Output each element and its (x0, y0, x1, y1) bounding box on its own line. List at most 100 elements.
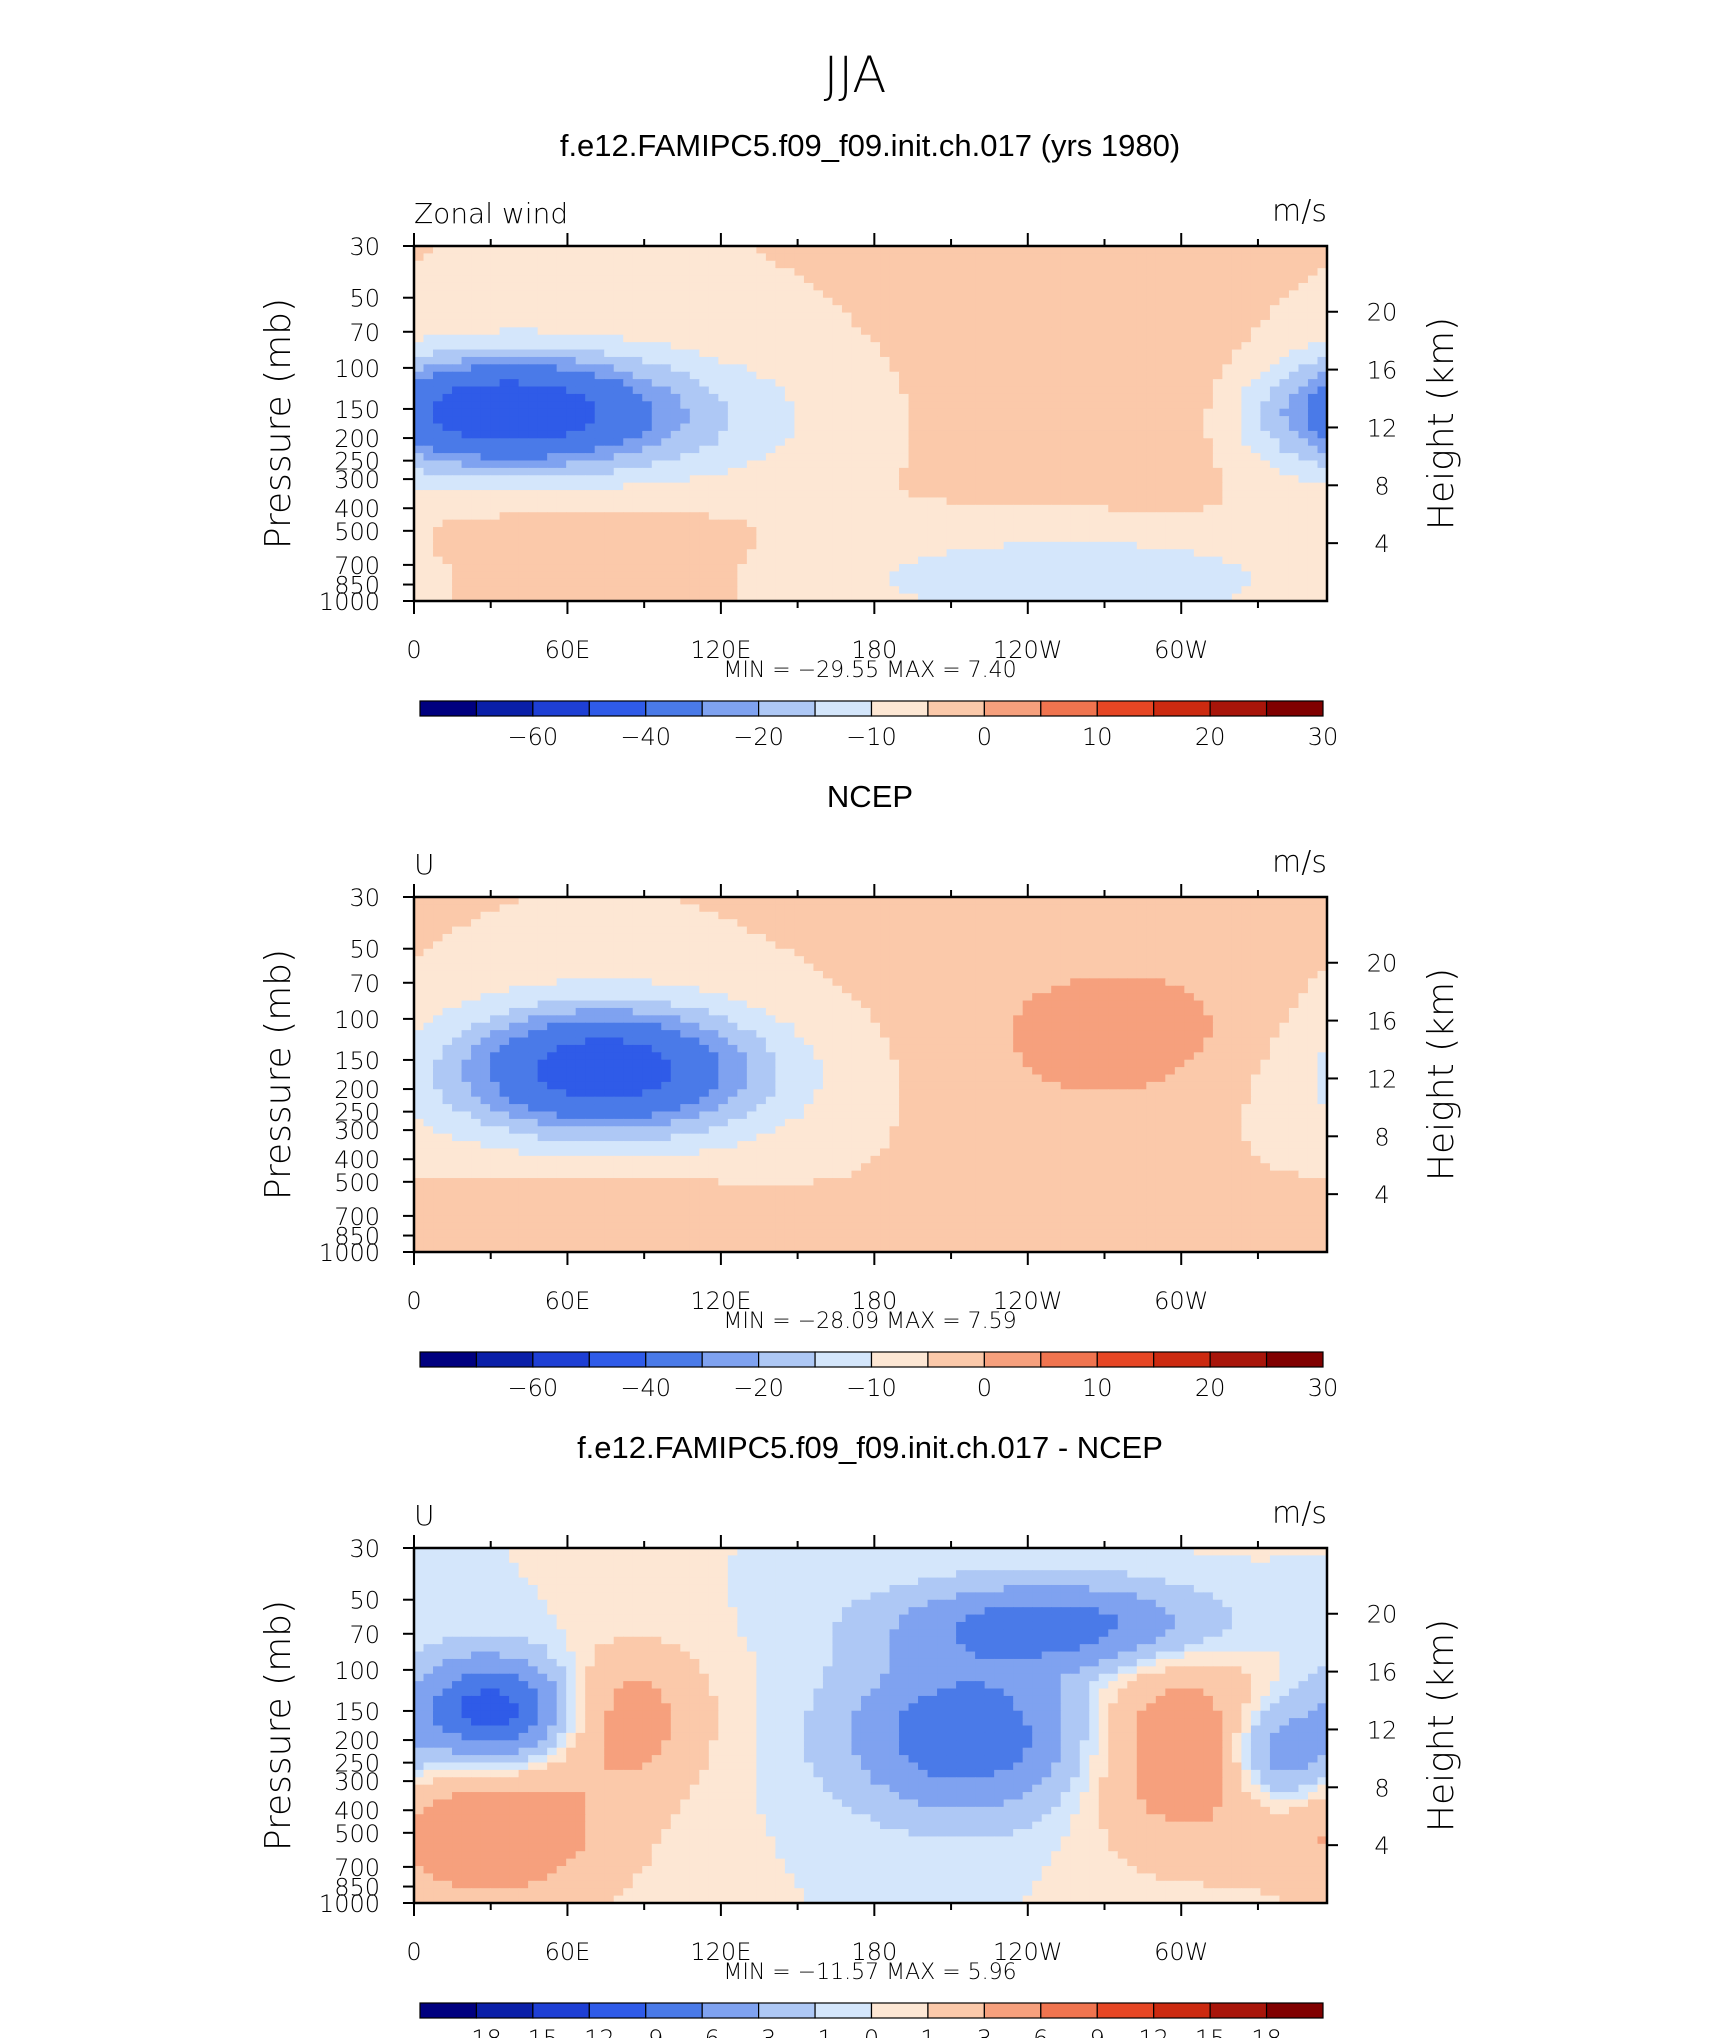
heatmap-cell (841, 416, 853, 425)
heatmap-cell (1307, 453, 1319, 462)
heatmap-cell (699, 408, 710, 417)
heatmap-cell (908, 305, 919, 314)
heatmap-cell (908, 371, 919, 380)
heatmap-cell (604, 379, 615, 388)
heatmap-cell (1250, 519, 1262, 528)
heatmap-cell (1279, 408, 1290, 417)
heatmap-cell (1269, 897, 1281, 905)
heatmap-cell (727, 512, 738, 521)
heatmap-cell (1298, 253, 1309, 262)
heatmap-cell (1269, 904, 1281, 913)
heatmap-cell (670, 416, 681, 425)
heatmap-cell (623, 379, 634, 388)
heatmap-cell (880, 386, 891, 395)
heatmap-cell (632, 386, 643, 395)
heatmap-cell (585, 305, 596, 314)
heatmap-cell (1098, 342, 1109, 351)
heatmap-cell (984, 312, 995, 321)
heatmap-cell (1317, 342, 1328, 351)
colorbar-label: −10 (846, 723, 897, 751)
heatmap-cell (1079, 386, 1090, 395)
heatmap-cell (784, 319, 796, 328)
heatmap-cell (670, 282, 681, 291)
heatmap-cell (946, 356, 957, 365)
heatmap-cell (775, 253, 786, 262)
heatmap-cell (480, 423, 491, 432)
heatmap-cell (708, 312, 719, 321)
heatmap-cell (1089, 578, 1100, 587)
heatmap-cell (1032, 475, 1043, 484)
heatmap-cell (937, 519, 948, 528)
heatmap-cell (937, 571, 948, 580)
heatmap-cell (1003, 564, 1014, 573)
heatmap-cell (851, 334, 862, 343)
heatmap-cell (718, 393, 729, 402)
heatmap-cell (1041, 586, 1052, 595)
heatmap-cell (965, 312, 976, 321)
heatmap-cell (1155, 475, 1166, 484)
heatmap-cell (1193, 356, 1204, 365)
heatmap-cell (1241, 445, 1252, 454)
heatmap-cell (1279, 586, 1290, 595)
heatmap-cell (984, 904, 995, 913)
colorbar-swatch (927, 700, 985, 717)
heatmap-cell (984, 897, 995, 905)
heatmap-cell (908, 253, 919, 262)
heatmap-cell (1136, 512, 1147, 521)
heatmap-cell (832, 401, 843, 410)
heatmap-cell (946, 593, 957, 602)
heatmap-cell (937, 364, 948, 373)
heatmap-cell (889, 549, 900, 558)
heatmap-cell (1165, 253, 1176, 262)
heatmap-cell (927, 911, 938, 920)
heatmap-cell (727, 371, 738, 380)
heatmap-cell (765, 911, 776, 920)
heatmap-cell (1184, 527, 1195, 536)
heatmap-cell (1279, 312, 1290, 321)
heatmap-cell (423, 541, 434, 550)
heatmap-cell (899, 897, 910, 905)
heatmap-cell (841, 556, 853, 565)
heatmap-cell (1260, 349, 1271, 358)
heatmap-cell (784, 527, 796, 536)
heatmap-cell (937, 586, 948, 595)
heatmap-cell (499, 445, 510, 454)
heatmap-cell (765, 475, 776, 484)
heatmap-cell (471, 578, 482, 587)
heatmap-cell (784, 430, 796, 439)
heatmap-cell (984, 564, 995, 573)
heatmap-cell (718, 297, 729, 306)
heatmap-cell (651, 504, 662, 513)
heatmap-cell (1003, 282, 1014, 291)
heatmap-cell (918, 586, 929, 595)
heatmap-cell (708, 268, 719, 277)
heatmap-cell (1117, 534, 1128, 543)
heatmap-cell (1013, 549, 1024, 558)
heatmap-cell (509, 364, 520, 373)
heatmap-cell (937, 512, 948, 521)
heatmap-cell (1231, 349, 1243, 358)
heatmap-cell (499, 556, 510, 565)
heatmap-cell (1279, 290, 1290, 299)
heatmap-cell (1022, 571, 1033, 580)
heatmap-cell (889, 297, 900, 306)
heatmap-cell (908, 312, 919, 321)
heatmap-cell (1165, 490, 1176, 499)
heatmap-cell (1003, 593, 1014, 602)
heatmap-cell (899, 416, 910, 425)
heatmap-cell (899, 342, 910, 351)
heatmap-cell (1260, 904, 1271, 913)
heatmap-cell (918, 349, 929, 358)
heatmap-cell (1203, 356, 1214, 365)
heatmap-cell (937, 556, 948, 565)
heatmap-cell (984, 527, 995, 536)
heatmap-cell (1146, 379, 1157, 388)
heatmap-cell (727, 430, 738, 439)
heatmap-cell (509, 379, 520, 388)
heatmap-cell (880, 512, 891, 521)
heatmap-cell (1117, 586, 1128, 595)
heatmap-cell (1250, 305, 1262, 314)
heatmap-cell (414, 260, 425, 269)
heatmap-cell (1098, 438, 1109, 447)
heatmap-cell (1165, 423, 1176, 432)
